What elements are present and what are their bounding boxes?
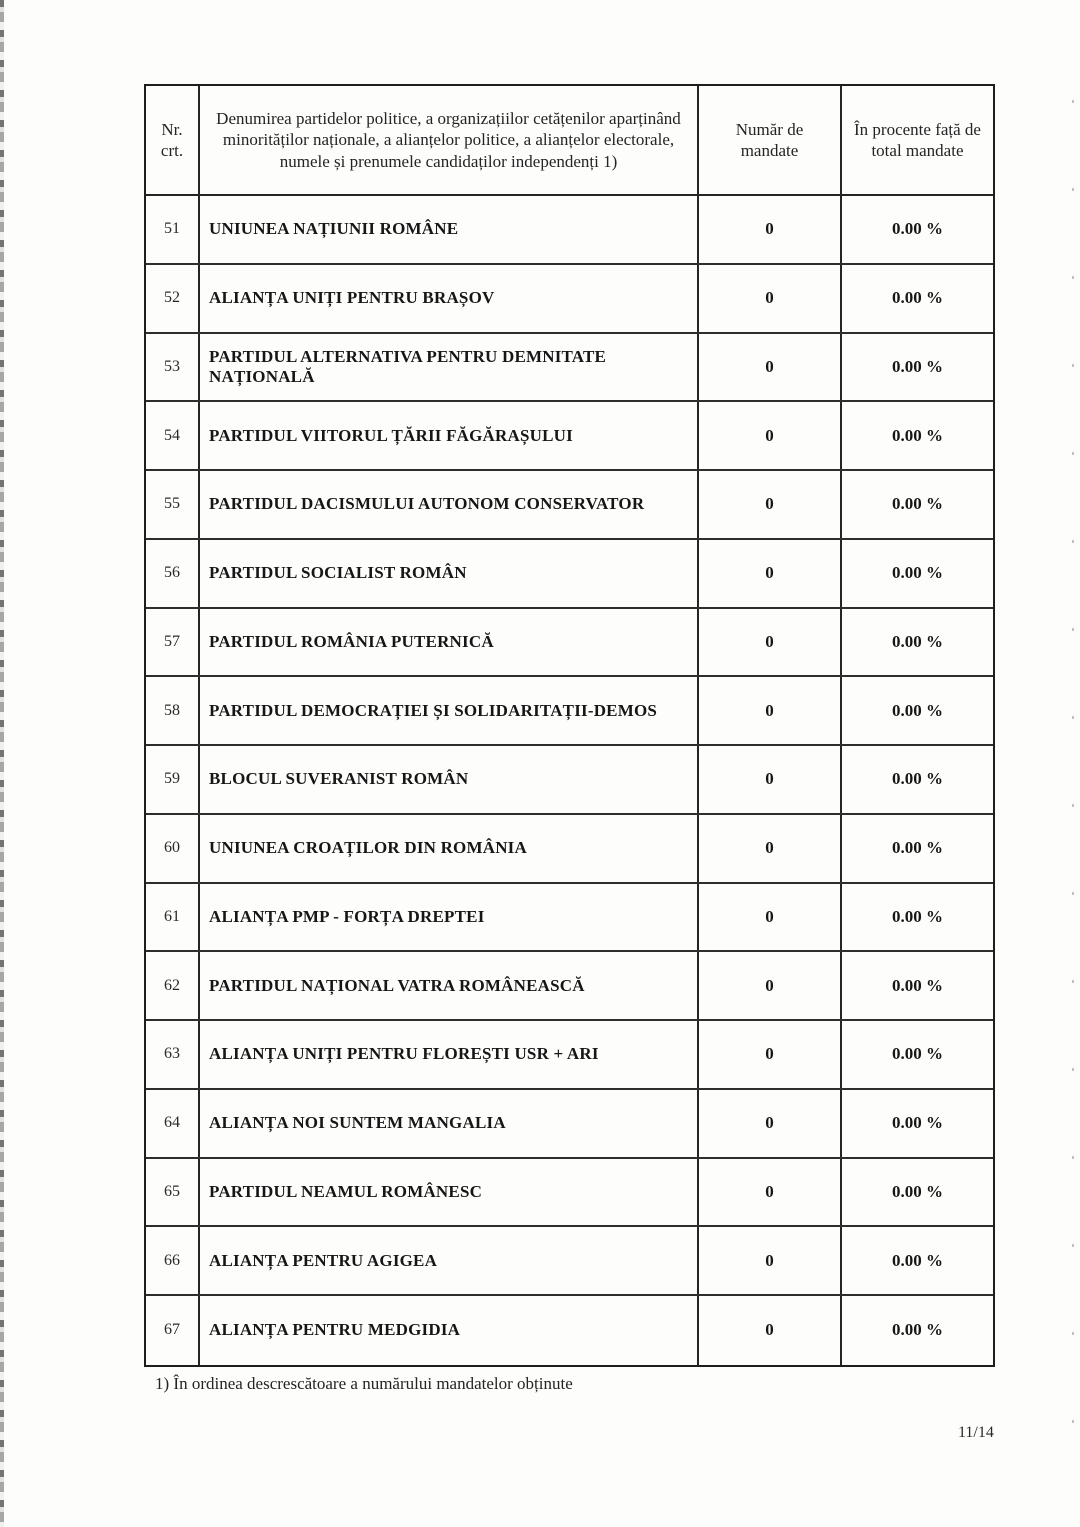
page-number-indicator: 11/14 (958, 1424, 994, 1441)
percent-cell: 0.00 % (840, 264, 993, 332)
table-row: 62 PARTIDUL NAȚIONAL VATRA ROMÂNEASCĂ 0 0.0… (146, 952, 993, 1021)
party-name-cell: ALIANȚA PMP - FORȚA DREPTEI (198, 883, 697, 951)
percent-cell: 0.00 % (840, 539, 993, 607)
mandates-cell: 0 (697, 471, 840, 538)
row-number-cell: 57 (164, 632, 180, 650)
table-row: 63 ALIANȚA UNIȚI PENTRU FLOREȘTI USR + AR… (146, 1021, 993, 1090)
row-number-cell: 51 (164, 220, 180, 238)
scan-artifact-right-edge (1072, 100, 1074, 1480)
mandates-cell: 0 (697, 1158, 840, 1226)
percent-cell: 0.00 % (840, 814, 993, 882)
percent-cell: 0.00 % (840, 677, 993, 744)
table-row: 60 UNIUNEA CROAȚILOR DIN ROMÂNIA 0 0.00 % (146, 814, 993, 884)
row-number-cell: 53 (164, 357, 180, 375)
row-number-cell: 65 (164, 1182, 180, 1200)
party-name-cell: PARTIDUL DACISMULUI AUTONOM CONSERVATOR (198, 471, 697, 538)
table-row: 51 UNIUNEA NAȚIUNII ROMÂNE 0 0.00 % (146, 196, 993, 265)
header-cell-party-name: Denumirea partidelor politice, a organiz… (198, 86, 697, 194)
row-number-cell: 62 (164, 976, 180, 994)
mandates-cell: 0 (697, 402, 840, 469)
party-name-cell: ALIANȚA NOI SUNTEM MANGALIA (198, 1089, 697, 1157)
mandates-cell: 0 (697, 539, 840, 607)
percent-cell: 0.00 % (840, 402, 993, 469)
mandates-cell: 0 (697, 1296, 840, 1365)
mandates-cell: 0 (697, 746, 840, 813)
table-row: 52 ALIANȚA UNIȚI PENTRU BRAȘOV 0 0.00 % (146, 264, 993, 334)
row-number-cell: 67 (164, 1321, 180, 1339)
percent-cell: 0.00 % (840, 608, 993, 676)
percent-cell: 0.00 % (840, 952, 993, 1019)
table-row: 54 PARTIDUL VIITORUL ȚĂRII FĂGĂRAȘULUI 0 0.… (146, 402, 993, 471)
mandates-cell: 0 (697, 1227, 840, 1294)
table-row: 56 PARTIDUL SOCIALIST ROMÂN 0 0.00 % (146, 539, 993, 609)
percent-cell: 0.00 % (840, 1158, 993, 1226)
table-row: 61 ALIANȚA PMP - FORȚA DREPTEI 0 0.00 % (146, 883, 993, 953)
mandates-cell: 0 (697, 196, 840, 263)
party-name-cell: ALIANȚA PENTRU AGIGEA (198, 1227, 697, 1294)
header-cell-percent: În procente față de total mandate (840, 86, 993, 194)
mandates-cell: 0 (697, 264, 840, 332)
party-name-cell: BLOCUL SUVERANIST ROMÂN (198, 746, 697, 813)
party-name-cell: PARTIDUL ALTERNATIVA PENTRU DEMNITATE NA… (198, 333, 697, 401)
percent-cell: 0.00 % (840, 333, 993, 401)
party-name-cell: PARTIDUL SOCIALIST ROMÂN (198, 539, 697, 607)
party-name-cell: PARTIDUL NAȚIONAL VATRA ROMÂNEASCĂ (198, 952, 697, 1019)
row-number-cell: 60 (164, 839, 180, 857)
party-name-cell: UNIUNEA NAȚIUNII ROMÂNE (198, 196, 697, 263)
table-row: 66 ALIANȚA PENTRU AGIGEA 0 0.00 % (146, 1227, 993, 1296)
percent-cell: 0.00 % (840, 471, 993, 538)
party-name-cell: PARTIDUL VIITORUL ȚĂRII FĂGĂRAȘULUI (198, 402, 697, 469)
row-number-cell: 66 (164, 1251, 180, 1269)
mandates-cell: 0 (697, 814, 840, 882)
mandates-cell: 0 (697, 333, 840, 401)
header-cell-mandates: Număr de mandate (697, 86, 840, 194)
header-cell-row-number: Nr. crt. (160, 119, 184, 160)
table-header-row: Nr. crt. Denumirea partidelor politice, … (146, 86, 993, 196)
party-name-cell: ALIANȚA UNIȚI PENTRU BRAȘOV (198, 264, 697, 332)
percent-cell: 0.00 % (840, 1296, 993, 1365)
row-number-cell: 58 (164, 701, 180, 719)
percent-cell: 0.00 % (840, 196, 993, 263)
mandates-cell: 0 (697, 608, 840, 676)
mandates-cell: 0 (697, 677, 840, 744)
row-number-cell: 55 (164, 495, 180, 513)
footnote: 1) În ordinea descrescătoare a numărului… (155, 1374, 573, 1393)
row-number-cell: 54 (164, 426, 180, 444)
percent-cell: 0.00 % (840, 1021, 993, 1088)
mandates-cell: 0 (697, 1089, 840, 1157)
party-name-cell: ALIANȚA PENTRU MEDGIDIA (198, 1296, 697, 1365)
party-name-cell: ALIANȚA UNIȚI PENTRU FLOREȘTI USR + ARI (198, 1021, 697, 1088)
percent-cell: 0.00 % (840, 1227, 993, 1294)
row-number-cell: 59 (164, 770, 180, 788)
percent-cell: 0.00 % (840, 746, 993, 813)
table-body: 51 UNIUNEA NAȚIUNII ROMÂNE 0 0.00 % 52 ALIANȚ… (146, 196, 993, 1365)
party-name-cell: PARTIDUL NEAMUL ROMÂNESC (198, 1158, 697, 1226)
party-name-cell: PARTIDUL DEMOCRAȚIEI ȘI SOLIDARITAȚII-DE… (198, 677, 697, 744)
table-row: 64 ALIANȚA NOI SUNTEM MANGALIA 0 0.00 % (146, 1089, 993, 1159)
mandates-cell: 0 (697, 1021, 840, 1088)
row-number-cell: 64 (164, 1114, 180, 1132)
table-row: 58 PARTIDUL DEMOCRAȚIEI ȘI SOLIDARITAȚII-… (146, 677, 993, 746)
row-number-cell: 61 (164, 907, 180, 925)
table-row: 53 PARTIDUL ALTERNATIVA PENTRU DEMNITATE … (146, 333, 993, 403)
row-number-cell: 63 (164, 1045, 180, 1063)
percent-cell: 0.00 % (840, 883, 993, 951)
table-row: 57 PARTIDUL ROMÂNIA PUTERNICĂ 0 0.00 % (146, 608, 993, 678)
percent-cell: 0.00 % (840, 1089, 993, 1157)
row-number-cell: 56 (164, 564, 180, 582)
table-row: 67 ALIANȚA PENTRU MEDGIDIA 0 0.00 % (146, 1296, 993, 1365)
mandates-cell: 0 (697, 883, 840, 951)
party-name-cell: UNIUNEA CROAȚILOR DIN ROMÂNIA (198, 814, 697, 882)
mandates-results-table: Nr. crt. Denumirea partidelor politice, … (144, 84, 995, 1367)
table-row: 65 PARTIDUL NEAMUL ROMÂNESC 0 0.00 % (146, 1158, 993, 1228)
mandates-cell: 0 (697, 952, 840, 1019)
row-number-cell: 52 (164, 289, 180, 307)
table-row: 55 PARTIDUL DACISMULUI AUTONOM CONSERVATO… (146, 471, 993, 540)
table-row: 59 BLOCUL SUVERANIST ROMÂN 0 0.00 % (146, 746, 993, 815)
party-name-cell: PARTIDUL ROMÂNIA PUTERNICĂ (198, 608, 697, 676)
scan-artifact-left-edge (0, 0, 4, 1527)
